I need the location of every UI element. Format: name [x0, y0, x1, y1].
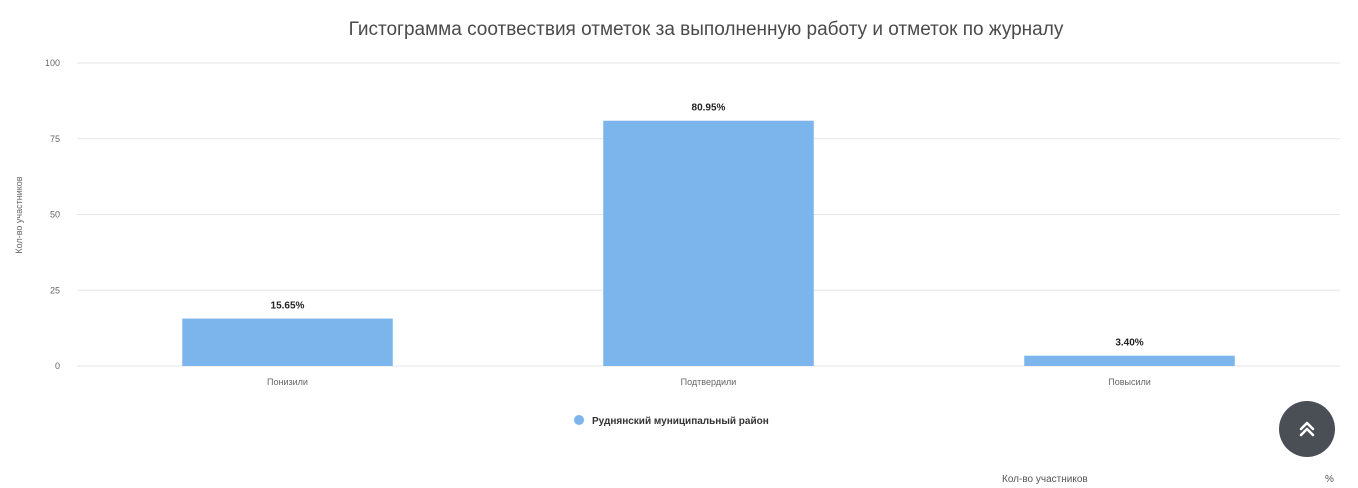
y-axis-label: Кол-во участников	[14, 176, 24, 253]
double-chevron-up-icon	[1296, 418, 1318, 440]
y-tick-label: 100	[45, 58, 60, 68]
scroll-to-top-button[interactable]	[1279, 401, 1335, 457]
bar-data-label: 15.65%	[271, 301, 305, 312]
bars: 15.65% 80.95% 3.40%	[182, 103, 1235, 366]
legend-marker	[574, 415, 584, 425]
bar[interactable]	[182, 318, 393, 366]
table-header-participants: Кол-во участников	[1002, 474, 1088, 485]
x-axis-ticks: Понизили Подтвердили Повысили	[267, 377, 1151, 387]
table-header-percent: %	[1325, 474, 1334, 485]
x-tick-label: Подтвердили	[681, 377, 737, 387]
bar[interactable]	[603, 120, 814, 366]
legend[interactable]: Руднянский муниципальный район	[574, 415, 769, 427]
y-tick-label: 25	[50, 285, 60, 295]
y-tick-label: 0	[55, 361, 60, 371]
bar[interactable]	[1024, 355, 1235, 366]
legend-label[interactable]: Руднянский муниципальный район	[592, 416, 769, 427]
bar-data-label: 3.40%	[1115, 338, 1143, 349]
x-tick-label: Понизили	[267, 377, 308, 387]
y-tick-label: 50	[50, 210, 60, 220]
bar-data-label: 80.95%	[692, 103, 726, 114]
x-tick-label: Повысили	[1108, 377, 1151, 387]
histogram-chart: Гистограмма соотвествия отметок за выпол…	[14, 19, 1340, 427]
chart-title: Гистограмма соотвествия отметок за выпол…	[349, 19, 1064, 40]
y-tick-label: 75	[50, 134, 60, 144]
y-axis-ticks: 0 25 50 75 100	[45, 58, 60, 371]
